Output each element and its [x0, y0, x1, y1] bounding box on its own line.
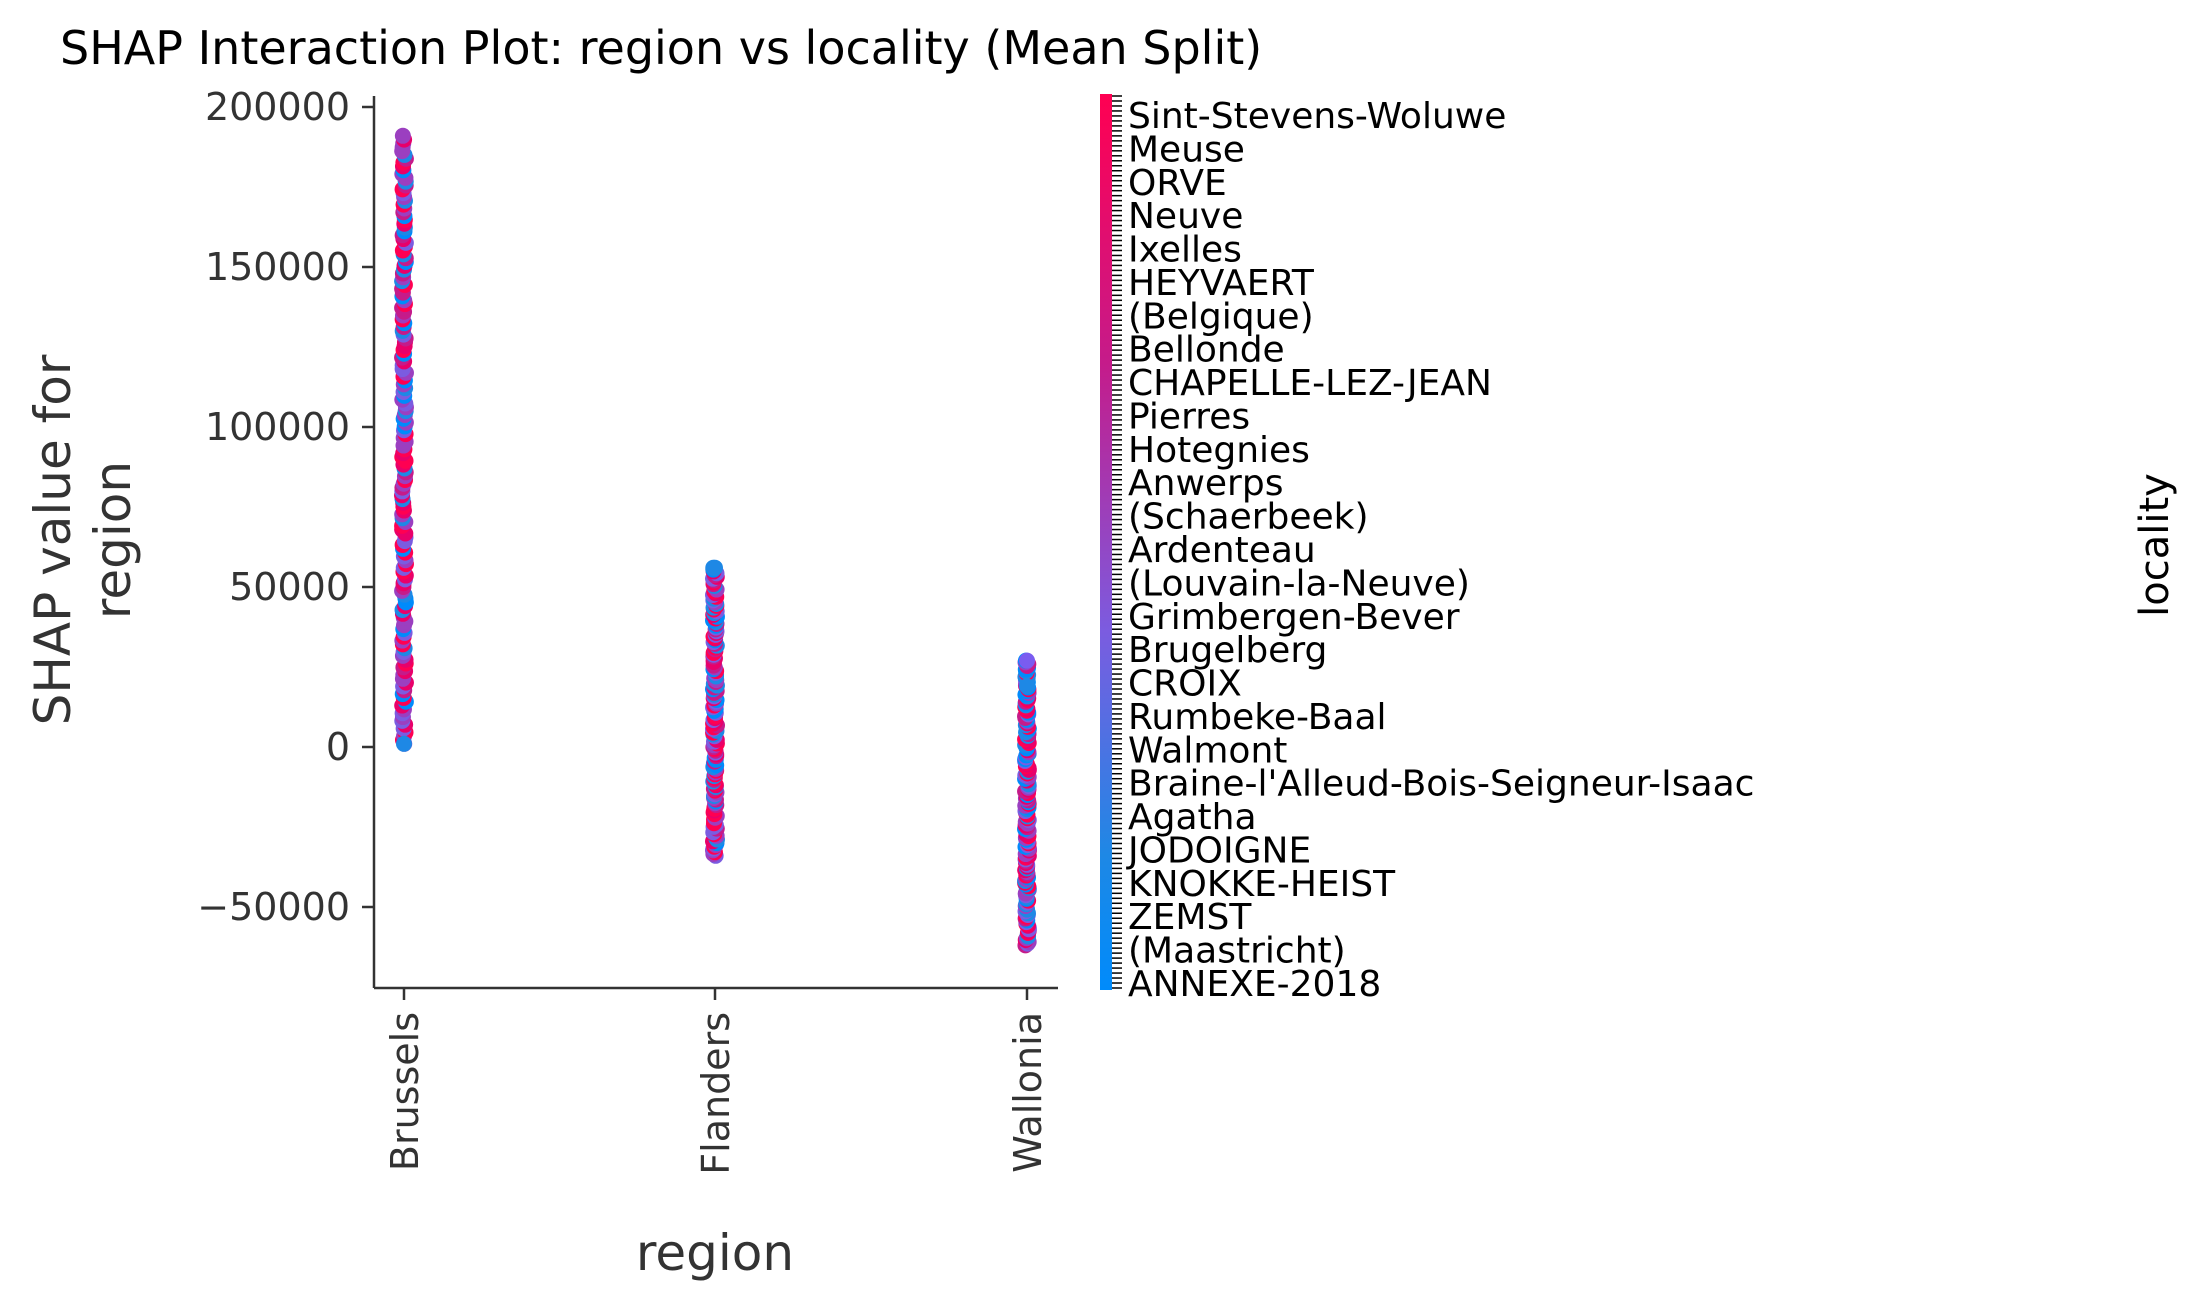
- scatter-point: [1019, 678, 1035, 695]
- x-axis-label: region: [636, 1224, 794, 1282]
- colorbar-tick-label: HEYVAERT: [1128, 263, 1315, 304]
- colorbar-tick-label: Rumbeke-Baal: [1128, 697, 1387, 738]
- scatter-point: [394, 127, 411, 144]
- colorbar-tick-label: (Maastricht): [1128, 931, 1346, 972]
- colorbar-ticks: [1112, 95, 1122, 989]
- y-tick-label: 200000: [205, 85, 350, 129]
- colorbar-tick-label: Grimbergen-Bever: [1128, 597, 1460, 638]
- x-tick-label: Brussels: [383, 1012, 427, 1171]
- x-tick-label: Flanders: [694, 1012, 738, 1175]
- y-tick-label: 50000: [229, 565, 350, 609]
- colorbar-tick-label: Pierres: [1128, 396, 1250, 437]
- colorbar-tick-label: Agatha: [1128, 797, 1257, 838]
- scatter-point: [396, 735, 412, 752]
- colorbar-tick-label: Ardenteau: [1128, 530, 1316, 571]
- colorbar-tick-label: ZEMST: [1128, 897, 1252, 938]
- y-tick-label: 0: [326, 725, 350, 769]
- colorbar: [1100, 94, 1112, 990]
- colorbar-tick-label: Meuse: [1128, 129, 1245, 170]
- y-axis-label-line2: region: [84, 461, 142, 619]
- colorbar-tick-label: CHAPELLE-LEZ-JEAN: [1128, 363, 1492, 404]
- x-ticks: Brussels Flanders Wallonia: [383, 988, 1050, 1175]
- scatter-points: [394, 127, 1037, 954]
- colorbar-tick-label: Bellonde: [1128, 330, 1285, 371]
- colorbar-tick-label: Ixelles: [1128, 230, 1242, 271]
- colorbar-tick-label: (Schaerbeek): [1128, 497, 1369, 538]
- colorbar-tick-label: ORVE: [1128, 163, 1227, 204]
- colorbar-tick-label: Brugelberg: [1128, 630, 1327, 671]
- scatter-point: [707, 559, 723, 576]
- y-tick-label: −50000: [197, 885, 350, 929]
- colorbar-tick-label: Anwerps: [1128, 463, 1283, 504]
- colorbar-tick-label: Walmont: [1128, 730, 1287, 771]
- y-axis-label-line1: SHAP value for: [24, 354, 82, 725]
- scatter-point: [1019, 652, 1035, 669]
- colorbar-tick-label: (Belgique): [1128, 296, 1314, 337]
- colorbar-tick-label: ANNEXE-2018: [1128, 964, 1381, 1005]
- colorbar-tick-label: Hotegnies: [1128, 430, 1310, 471]
- y-tick-label: 100000: [205, 405, 350, 449]
- colorbar-tick-labels: Sint-Stevens-WoluweMeuseORVENeuveIxelles…: [1126, 96, 1754, 1005]
- colorbar-tick-label: JODOIGNE: [1126, 830, 1311, 871]
- colorbar-tick-label: CROIX: [1128, 664, 1242, 705]
- colorbar-tick-label: Sint-Stevens-Woluwe: [1128, 96, 1506, 137]
- y-ticks: 200000 150000 100000 50000 0 −50000: [197, 85, 374, 929]
- colorbar-tick-label: (Louvain-la-Neuve): [1128, 563, 1470, 604]
- y-tick-label: 150000: [205, 245, 350, 289]
- colorbar-tick-label: KNOKKE-HEIST: [1128, 864, 1396, 905]
- x-tick-label: Wallonia: [1006, 1012, 1050, 1173]
- colorbar-label: locality: [2132, 473, 2178, 617]
- colorbar-tick-label: Braine-l'Alleud-Bois-Seigneur-Isaac: [1128, 764, 1754, 805]
- chart-title: SHAP Interaction Plot: region vs localit…: [60, 21, 1262, 75]
- colorbar-tick-label: Neuve: [1128, 196, 1243, 237]
